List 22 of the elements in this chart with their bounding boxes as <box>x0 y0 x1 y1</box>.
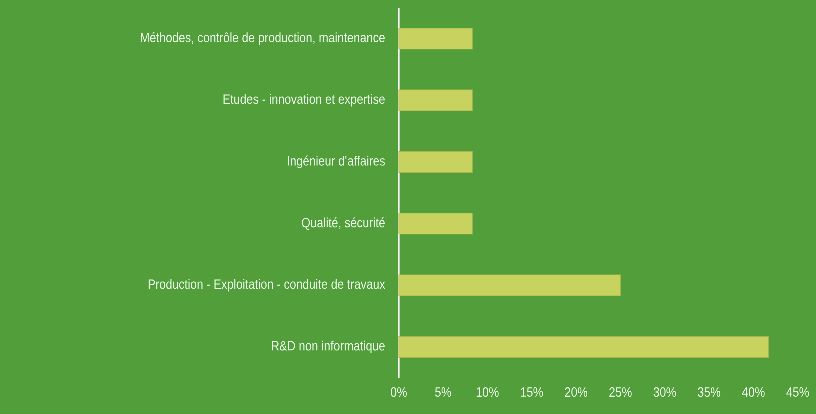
y-tick-label: R&D non informatique <box>272 340 385 354</box>
x-tick-label: 30% <box>654 388 676 398</box>
y-tick-label: Méthodes, contrôle de production, maintenance <box>141 32 385 46</box>
x-tick-label: 10% <box>476 388 499 398</box>
bar <box>398 274 621 296</box>
bar <box>398 90 473 112</box>
x-tick-label: 0% <box>391 388 407 398</box>
x-tick-label: 5% <box>435 388 452 398</box>
x-tick-label: 15% <box>521 388 544 398</box>
x-tick-label: 25% <box>610 388 632 398</box>
y-tick-label: Ingénieur d'affaires <box>288 156 386 169</box>
x-tick-label: 20% <box>565 388 588 398</box>
x-tick-label: 45% <box>786 388 810 398</box>
bar <box>398 213 473 235</box>
y-tick-label: Etudes - innovation et expertise <box>224 94 385 107</box>
x-tick-label: 40% <box>742 388 765 398</box>
bar <box>398 28 473 50</box>
bar <box>398 336 770 358</box>
y-tick-label: Qualité, sécurité <box>302 218 385 230</box>
bar <box>398 151 473 173</box>
x-tick-label: 35% <box>698 388 721 398</box>
y-tick-label: Production - Exploitation - conduite de travaux <box>148 279 386 292</box>
